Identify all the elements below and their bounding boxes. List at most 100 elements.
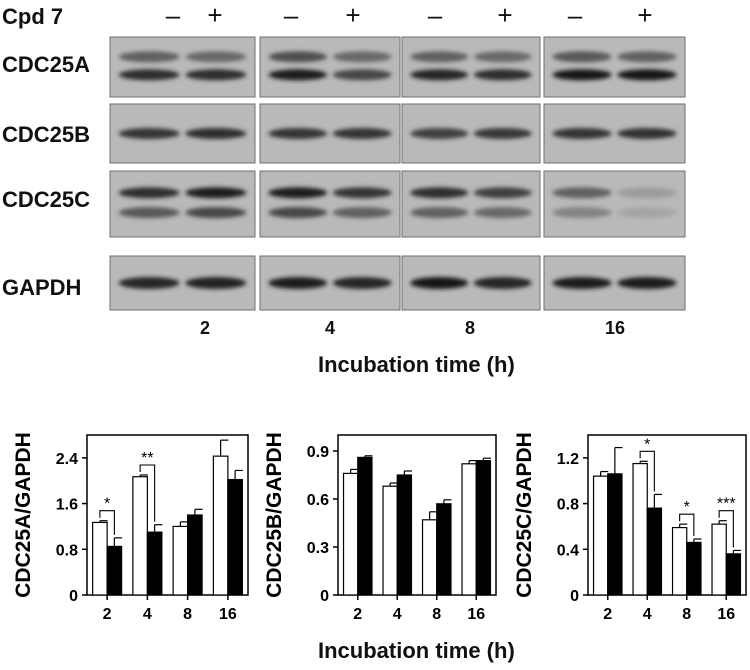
blot-band xyxy=(552,207,612,219)
blot-band xyxy=(268,207,328,219)
blot-band xyxy=(185,277,247,289)
blot-band xyxy=(473,69,532,81)
y-tick-label: 1.6 xyxy=(56,497,78,514)
blot-band xyxy=(552,51,612,63)
bar xyxy=(475,459,492,596)
bar xyxy=(671,526,688,596)
significance-label: * xyxy=(644,436,650,453)
blot-row-label-cdc25a: CDC25A xyxy=(2,52,91,77)
treatment-sign: – xyxy=(567,0,583,30)
x-tick-label: 16 xyxy=(467,606,485,623)
significance-bracket xyxy=(99,510,115,535)
blot-row-label-cdc25b: CDC25B xyxy=(2,122,91,147)
y-tick-label: 0.8 xyxy=(557,497,579,514)
blot-band xyxy=(410,51,469,63)
x-tick-label: 2 xyxy=(603,606,612,623)
blot-band xyxy=(332,187,392,199)
blot-band xyxy=(332,51,392,63)
y-axis-label: CDC25A/GAPDH xyxy=(12,432,35,598)
blot-band xyxy=(617,207,677,219)
blot-box xyxy=(109,170,256,238)
significance-bracket xyxy=(139,464,156,522)
blot-band xyxy=(185,51,247,63)
chart-panel: 0 0.3 0.6 0.9 CDC25B/GAPDH 2 4 8 16 xyxy=(263,432,497,623)
blot-box xyxy=(543,36,686,98)
bar xyxy=(187,514,203,596)
bar xyxy=(172,525,189,596)
blot-band xyxy=(118,51,180,63)
bar xyxy=(146,531,163,596)
blot-band xyxy=(268,51,328,63)
blot-band xyxy=(473,187,532,199)
x-tick-label: 4 xyxy=(393,606,402,623)
significance-label: *** xyxy=(717,496,736,513)
x-tick-label: 4 xyxy=(643,606,652,623)
bar xyxy=(436,503,452,596)
y-tick-label: 2.4 xyxy=(56,451,78,468)
blot-box xyxy=(401,36,541,98)
treatment-label: Cpd 7 xyxy=(2,4,64,29)
bar xyxy=(342,472,359,596)
blot-band xyxy=(410,277,469,289)
charts-x-axis-title: Incubation time (h) xyxy=(318,638,515,663)
blot-box xyxy=(259,36,401,98)
y-axis-label: CDC25B/GAPDH xyxy=(263,432,286,598)
blot-band xyxy=(268,128,328,139)
bar xyxy=(592,475,609,596)
blot-band xyxy=(410,187,469,199)
blot-row-label-cdc25c: CDC25C xyxy=(2,187,91,212)
bar xyxy=(106,545,123,596)
y-tick-label: 0.6 xyxy=(307,492,329,509)
blot-band xyxy=(185,128,247,139)
bar xyxy=(421,519,438,596)
blot-band xyxy=(617,187,677,199)
blot-band xyxy=(410,128,469,139)
significance-bracket xyxy=(639,450,655,492)
blot-box xyxy=(401,170,541,238)
x-tick-label: 16 xyxy=(717,606,735,623)
bar xyxy=(396,474,413,596)
plot-frame xyxy=(337,434,497,596)
blot-band xyxy=(268,187,328,199)
significance-bracket xyxy=(718,510,734,548)
x-tick-label: 2 xyxy=(353,606,362,623)
bar xyxy=(461,463,477,596)
blot-band xyxy=(332,207,392,219)
blot-band xyxy=(118,128,180,139)
blot-band xyxy=(473,128,532,139)
treatment-sign: – xyxy=(427,0,443,30)
significance-label: * xyxy=(104,496,110,513)
blot-band xyxy=(552,69,612,81)
bar xyxy=(607,473,623,596)
bar xyxy=(632,462,648,596)
blot-band xyxy=(410,207,469,219)
blot-band xyxy=(118,277,180,289)
blot-band xyxy=(552,187,612,199)
blot-band xyxy=(268,277,328,289)
x-tick-label: 8 xyxy=(183,606,192,623)
chart-panel: 0 0.4 0.8 1.2 CDC25C/GAPDH 2 4 * 8 * 16 *** xyxy=(513,432,747,623)
chart-panel: 0 0.8 1.6 2.4 CDC25A/GAPDH 2 * 4 ** 8 16 xyxy=(12,432,249,623)
y-axis-label: CDC25C/GAPDH xyxy=(513,432,536,598)
y-tick-label: 0 xyxy=(320,588,329,605)
treatment-sign: – xyxy=(283,0,299,30)
bar xyxy=(132,476,148,596)
blot-box xyxy=(259,170,401,238)
treatment-sign: – xyxy=(165,0,181,30)
blot-band xyxy=(185,207,247,219)
blot-band xyxy=(473,207,532,219)
significance-label: ** xyxy=(141,450,153,467)
bar xyxy=(212,455,229,596)
blot-band xyxy=(617,277,677,289)
blot-lane-label: 4 xyxy=(324,318,335,338)
treatment-sign: + xyxy=(497,0,513,30)
blot-band xyxy=(617,128,677,139)
blot-x-axis-title: Incubation time (h) xyxy=(318,352,515,377)
blot-band xyxy=(332,128,392,139)
x-tick-label: 4 xyxy=(143,606,152,623)
y-tick-label: 0.3 xyxy=(307,540,329,557)
y-tick-label: 0.4 xyxy=(557,542,579,559)
blot-lane-label: 2 xyxy=(199,318,210,338)
